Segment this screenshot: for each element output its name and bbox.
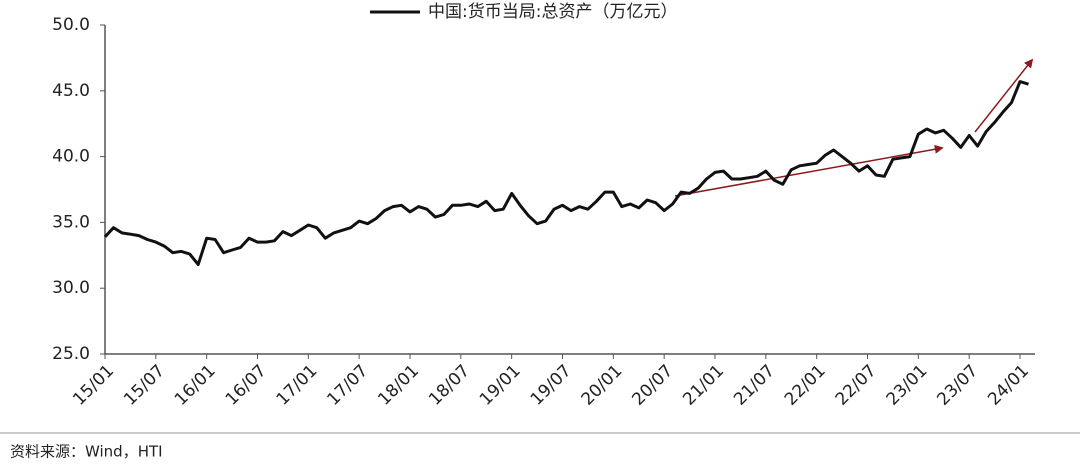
y-tick-label: 35.0 xyxy=(52,212,90,232)
x-tick-label: 21/01 xyxy=(679,361,728,410)
x-tick-label: 22/01 xyxy=(781,361,830,410)
x-tick-label: 15/07 xyxy=(120,361,169,410)
x-tick-label: 20/07 xyxy=(628,361,677,410)
x-tick-label: 22/07 xyxy=(832,361,881,410)
x-tick-label: 24/01 xyxy=(984,361,1033,410)
x-tick-label: 16/07 xyxy=(222,361,271,410)
y-tick-label: 30.0 xyxy=(52,278,90,298)
legend-label: 中国:货币当局:总资产（万亿元） xyxy=(428,2,677,22)
x-tick-label: 21/07 xyxy=(730,361,779,410)
x-tick-label: 23/01 xyxy=(883,361,932,410)
x-tick-label: 15/01 xyxy=(69,361,118,410)
source: 资料来源：Wind，HTI xyxy=(10,443,163,461)
x-tick-label: 17/07 xyxy=(323,361,372,410)
x-tick-label: 16/01 xyxy=(171,361,220,410)
x-tick-label: 19/01 xyxy=(476,361,525,410)
y-tick-label: 25.0 xyxy=(52,344,90,364)
x-tick-label: 18/01 xyxy=(374,361,423,410)
trend-arrow xyxy=(674,144,944,197)
x-tick-label: 19/07 xyxy=(527,361,576,410)
x-tick-label: 18/07 xyxy=(425,361,474,410)
y-tick-label: 50.0 xyxy=(52,15,90,35)
x-tick-label: 23/07 xyxy=(933,361,982,410)
y-tick-label: 40.0 xyxy=(52,147,90,167)
data-line xyxy=(103,80,1029,266)
x-tick-label: 20/01 xyxy=(578,361,627,410)
y-tick-label: 45.0 xyxy=(52,81,90,101)
x-tick-label: 17/01 xyxy=(273,361,322,410)
trend-arrow xyxy=(974,58,1034,133)
